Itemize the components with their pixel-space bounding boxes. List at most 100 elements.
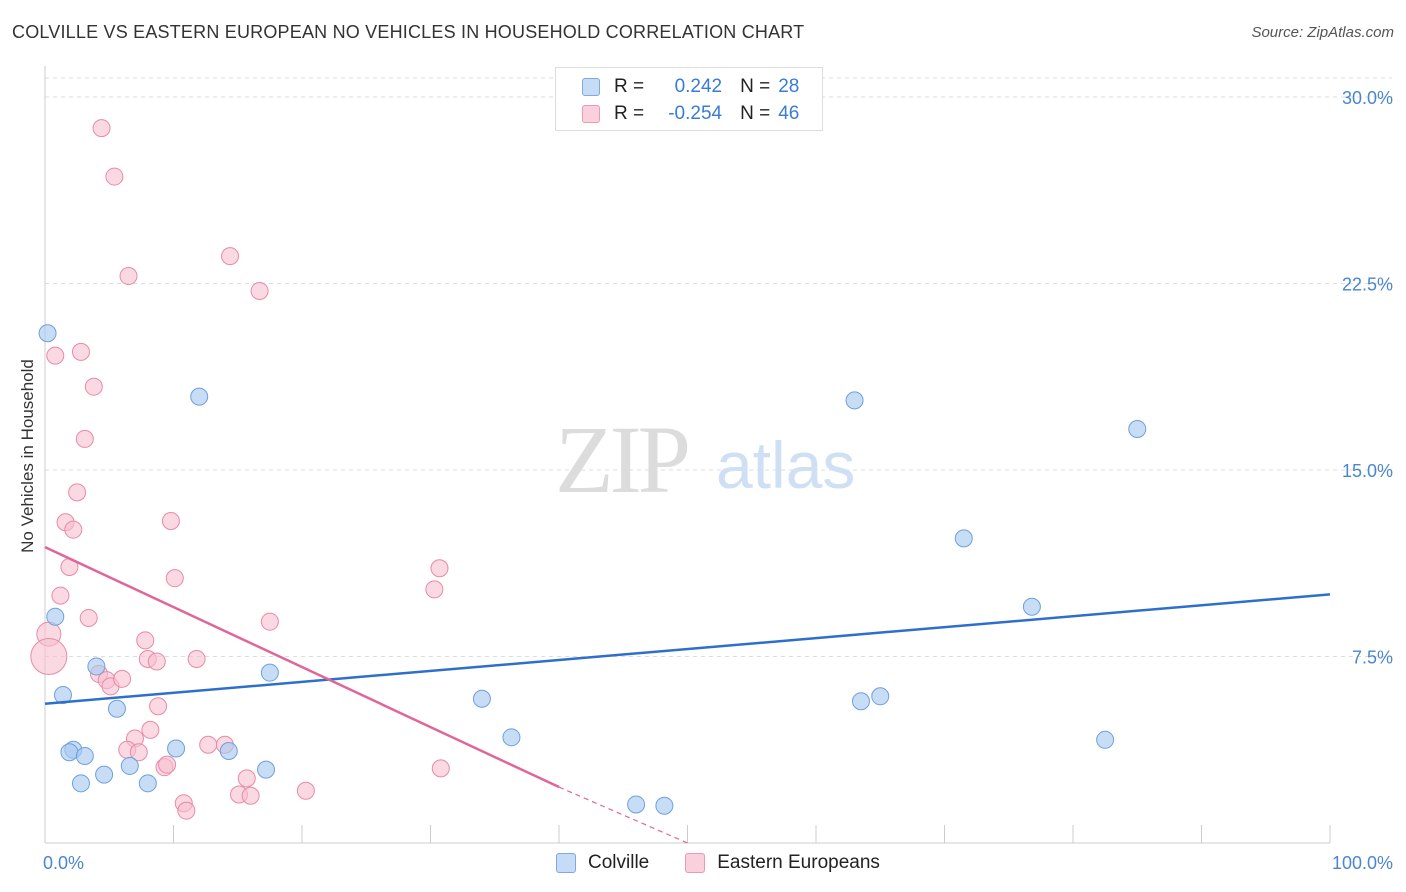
- legend-n-value: 46: [778, 103, 800, 124]
- colville-point: [167, 739, 186, 758]
- legend-n-value: 28: [778, 76, 800, 97]
- legend-n-label: N =: [740, 76, 771, 97]
- colville-point: [871, 687, 890, 706]
- colville-point: [655, 796, 674, 815]
- colville-point: [107, 699, 126, 718]
- source-label: Source: ZipAtlas.com: [1251, 24, 1394, 41]
- eastern-europeans-point: [149, 697, 168, 716]
- legend-row-colville: R = 0.242 N = 28: [582, 74, 799, 100]
- series-swatch-pink: [685, 853, 706, 873]
- colville-point: [120, 756, 139, 775]
- colville-point: [87, 657, 106, 676]
- colville-point: [627, 795, 646, 814]
- colville-point: [851, 692, 870, 711]
- legend-r-label: R =: [614, 103, 645, 124]
- y-tick-label: 7.5%: [1352, 648, 1393, 668]
- y-tick-label: 22.5%: [1342, 275, 1393, 295]
- eastern-europeans-point: [46, 346, 65, 365]
- legend-n-label: N =: [740, 103, 771, 124]
- eastern-europeans-point: [105, 167, 124, 186]
- eastern-europeans-point: [129, 743, 148, 762]
- x-tick-label: 0.0%: [43, 853, 84, 873]
- eastern-europeans-point: [250, 281, 269, 300]
- series-legend: Colville Eastern Europeans: [556, 852, 916, 874]
- colville-point: [38, 324, 57, 343]
- eastern-europeans-point: [260, 612, 279, 631]
- y-tick-label: 15.0%: [1342, 461, 1393, 481]
- eastern-europeans-point: [84, 377, 103, 396]
- series-legend-eastern-europeans: Eastern Europeans: [685, 852, 880, 874]
- colville-point: [472, 689, 491, 708]
- eastern-europeans-point: [431, 759, 450, 778]
- colville-point: [502, 728, 521, 747]
- colville-point: [219, 741, 238, 760]
- eastern-europeans-point: [147, 652, 166, 671]
- series-label-eastern-europeans: Eastern Europeans: [717, 852, 880, 873]
- colville-point: [260, 663, 279, 682]
- legend-r-label: R =: [614, 76, 645, 97]
- eastern-europeans-point: [92, 119, 111, 138]
- eastern-europeans-point: [79, 608, 98, 627]
- colville-point: [1096, 730, 1115, 749]
- eastern-europeans-point: [430, 559, 449, 578]
- colville-point: [95, 765, 114, 784]
- watermark-zip: ZIP: [555, 406, 688, 513]
- eastern-europeans-point: [64, 520, 83, 539]
- legend-swatch-blue: [582, 78, 600, 96]
- trend-lines: [44, 545, 1331, 844]
- eastern-europeans-point: [75, 429, 94, 448]
- eastern-europeans-point: [30, 638, 68, 675]
- watermark-atlas: atlas: [716, 428, 855, 502]
- series-legend-colville: Colville: [556, 852, 649, 874]
- colville-point: [954, 529, 973, 548]
- tick-labels: 7.5% 15.0% 22.5% 30.0% 0.0% 100.0%: [43, 88, 1393, 873]
- eastern-europeans-point: [165, 569, 184, 588]
- chart-title: COLVILLE VS EASTERN EUROPEAN NO VEHICLES…: [12, 22, 805, 42]
- eastern-europeans-point: [425, 580, 444, 599]
- colville-point: [845, 391, 864, 410]
- gridlines: [45, 77, 1392, 657]
- eastern-europeans-point: [187, 649, 206, 668]
- eastern-europeans-point: [161, 511, 180, 530]
- series-swatch-blue: [556, 853, 576, 873]
- eastern-europeans-point: [119, 267, 138, 286]
- eastern-europeans-point: [296, 781, 315, 800]
- eastern-europeans-point: [241, 786, 260, 805]
- watermark: ZIP atlas: [555, 406, 855, 513]
- legend-r-value: 0.242: [674, 76, 723, 97]
- colville-point: [1128, 419, 1147, 438]
- colville-point: [190, 387, 209, 406]
- colville-point: [75, 746, 94, 765]
- eastern-europeans-point: [237, 769, 256, 788]
- x-tick-label: 100.0%: [1332, 853, 1393, 873]
- eastern-europeans-trend-line: [44, 545, 560, 789]
- eastern-europeans-point: [71, 342, 90, 361]
- legend-row-eastern-europeans: R = -0.254 N = 46: [582, 101, 799, 127]
- legend-swatch-pink: [582, 105, 600, 123]
- series-label-colville: Colville: [588, 852, 650, 873]
- eastern-europeans-point: [113, 669, 132, 688]
- eastern-europeans-trend-extension: [558, 786, 688, 844]
- eastern-europeans-point: [141, 720, 160, 739]
- eastern-europeans-point: [51, 586, 70, 605]
- colville-points: [38, 324, 1147, 815]
- axes: [44, 66, 1331, 844]
- colville-point: [53, 686, 72, 705]
- colville-trend-line: [44, 593, 1331, 705]
- colville-point: [46, 607, 65, 626]
- colville-point: [60, 743, 79, 762]
- colville-point: [1022, 597, 1041, 616]
- legend-r-value: -0.254: [668, 103, 723, 124]
- eastern-europeans-point: [177, 801, 196, 820]
- colville-point: [138, 774, 157, 793]
- eastern-europeans-point: [68, 483, 87, 502]
- y-tick-label: 30.0%: [1342, 88, 1393, 108]
- eastern-europeans-point: [199, 735, 218, 754]
- y-axis-label: No Vehicles in Household: [18, 359, 37, 553]
- eastern-europeans-point: [221, 247, 240, 266]
- eastern-europeans-point: [136, 631, 155, 650]
- eastern-europeans-point: [158, 755, 177, 774]
- eastern-europeans-points: [30, 119, 450, 820]
- colville-point: [257, 760, 276, 779]
